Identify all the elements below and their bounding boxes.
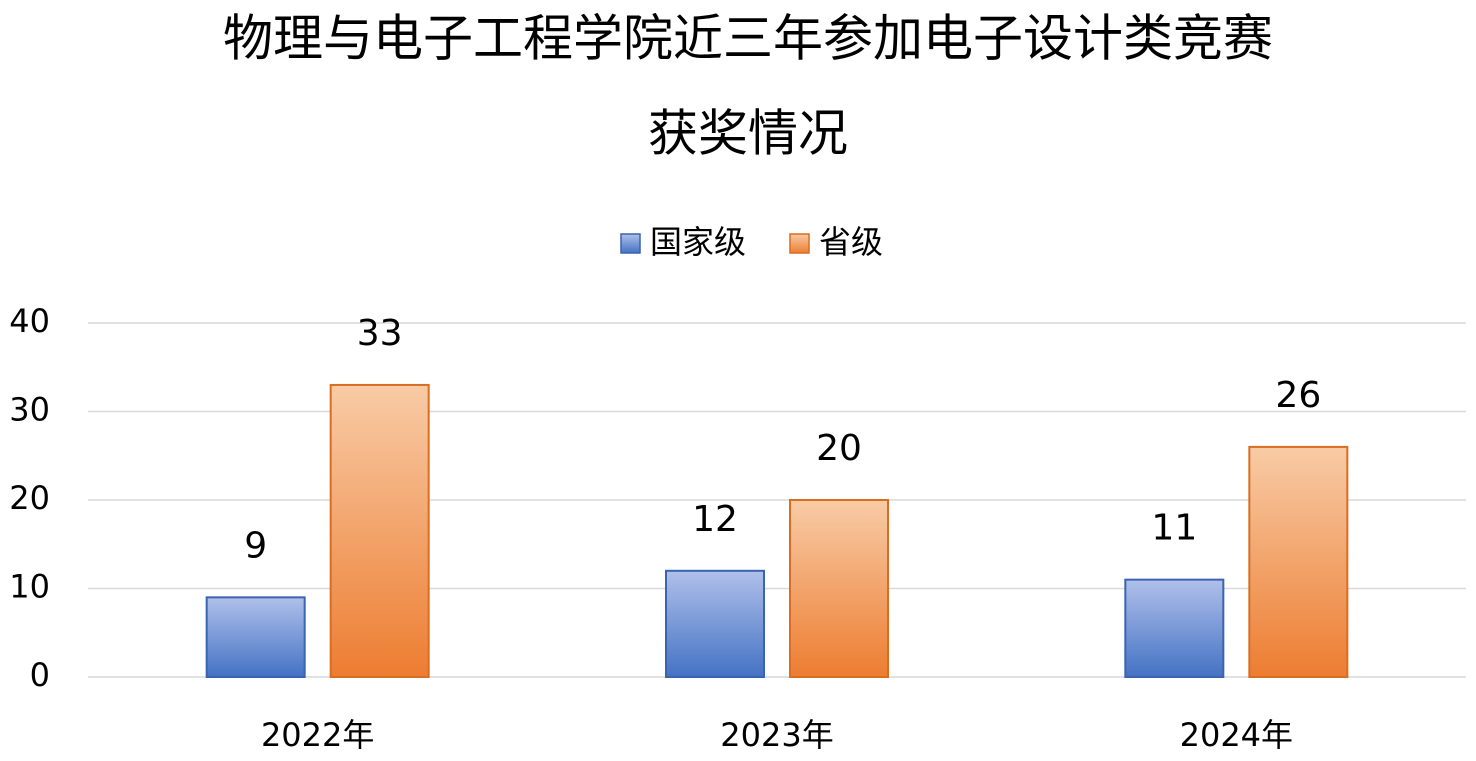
value-label: 20 — [816, 428, 862, 469]
y-tick-label: 40 — [9, 302, 50, 340]
y-tick-label: 30 — [9, 391, 50, 429]
x-tick-label: 2023年 — [720, 716, 833, 754]
bar — [789, 499, 889, 678]
y-tick-label: 20 — [9, 479, 50, 517]
bar — [329, 383, 430, 678]
y-tick-label: 10 — [9, 568, 50, 606]
y-tick-label: 0 — [30, 656, 50, 694]
legend-label: 省级 — [819, 223, 883, 261]
chart-title: 获奖情况 — [648, 105, 848, 163]
bar — [1248, 445, 1349, 678]
legend-swatch — [789, 233, 810, 254]
chart-title: 物理与电子工程学院近三年参加电子设计类竞赛 — [223, 10, 1273, 68]
value-label: 9 — [244, 525, 267, 566]
legend-label: 国家级 — [650, 223, 746, 261]
bar — [1124, 578, 1225, 679]
x-tick-label: 2022年 — [261, 716, 374, 754]
value-label: 26 — [1275, 375, 1321, 416]
bar — [665, 569, 765, 678]
value-label: 12 — [692, 499, 738, 540]
bar — [205, 596, 306, 678]
value-label: 11 — [1151, 508, 1197, 549]
legend-swatch — [620, 233, 641, 254]
value-label: 33 — [357, 313, 403, 354]
x-tick-label: 2024年 — [1180, 716, 1293, 754]
